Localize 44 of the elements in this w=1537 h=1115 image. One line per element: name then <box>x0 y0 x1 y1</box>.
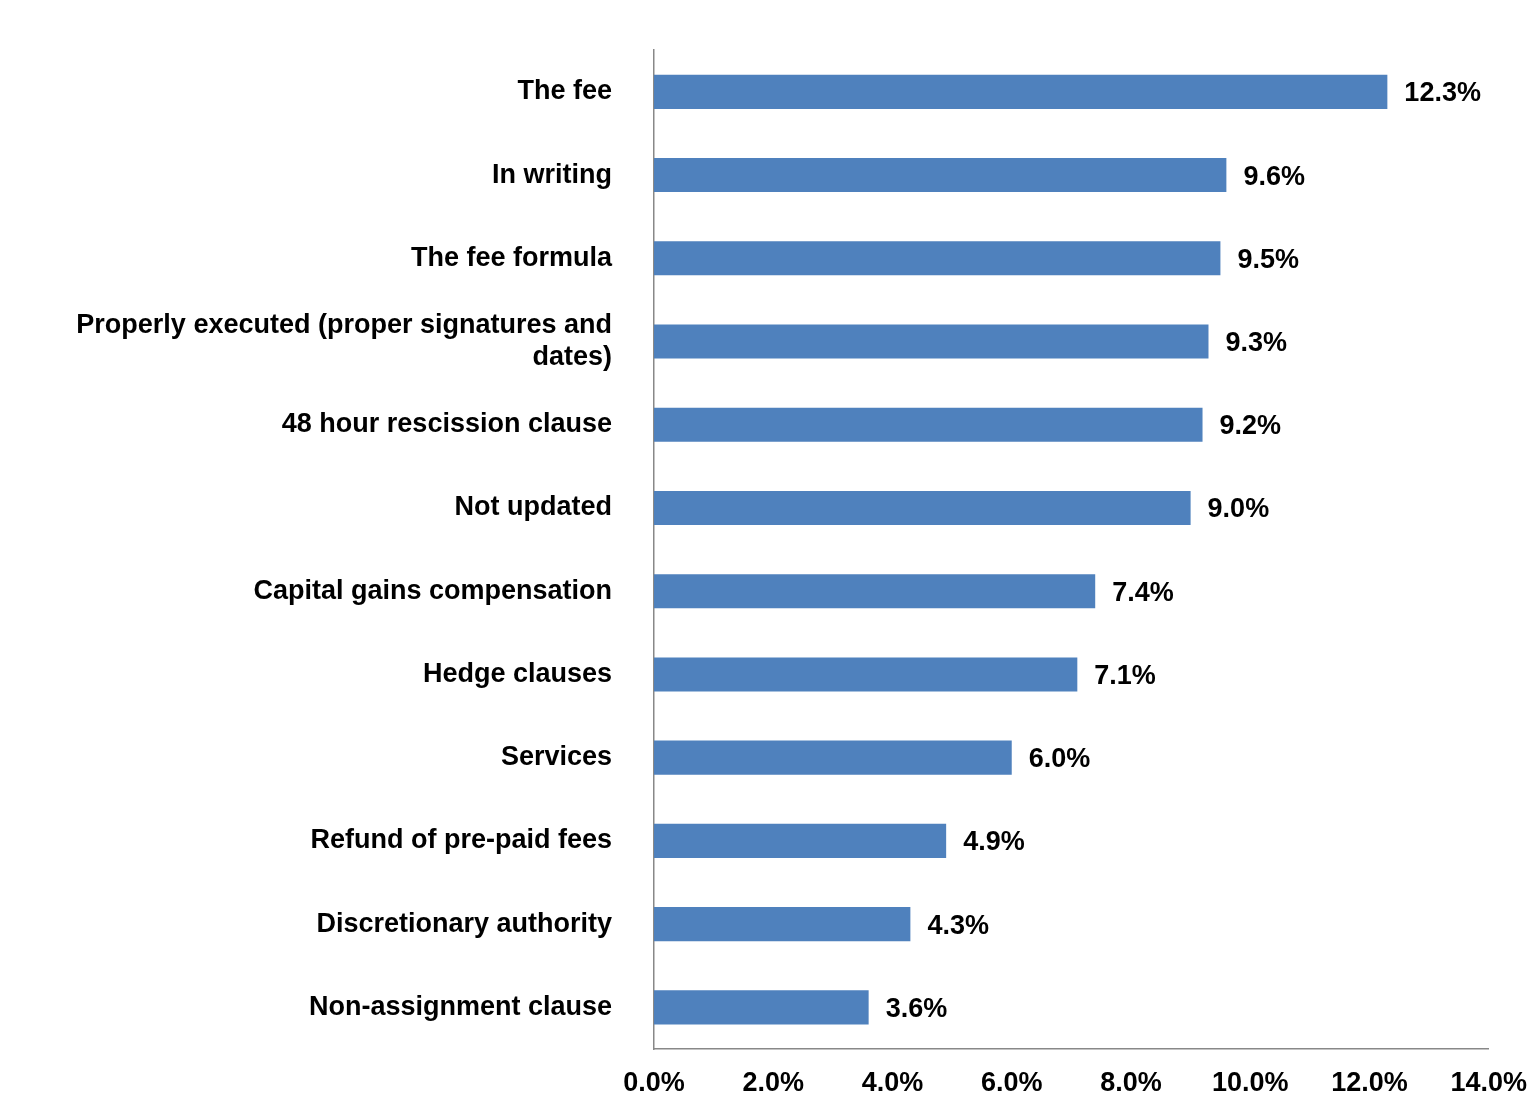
bar <box>654 157 1227 193</box>
data-label: 4.9% <box>963 826 1025 857</box>
data-label: 7.1% <box>1094 659 1156 690</box>
data-label: 9.3% <box>1225 326 1288 357</box>
bar <box>654 407 1203 442</box>
data-label: 3.6% <box>885 992 948 1023</box>
x-tick-label: 12.0% <box>1331 1066 1408 1097</box>
y-tick-label: Discretionary authority <box>316 907 612 938</box>
bar <box>654 907 911 942</box>
x-tick-label: 10.0% <box>1211 1066 1289 1097</box>
y-tick-label: Properly executed (proper signatures and dates) <box>76 308 612 372</box>
y-tick-label: In writing <box>492 158 612 189</box>
data-label: 9.0% <box>1207 493 1270 524</box>
bar <box>654 657 1078 692</box>
data-label: 9.5% <box>1237 243 1299 274</box>
x-tick-label: 8.0% <box>1100 1066 1162 1097</box>
bar <box>654 574 1096 609</box>
data-label: 9.6% <box>1243 160 1305 191</box>
data-label: 6.0% <box>1028 743 1091 774</box>
bar <box>654 324 1209 359</box>
x-tick-label: 4.0% <box>861 1066 924 1097</box>
bar <box>654 74 1388 109</box>
x-tick-label: 2.0% <box>742 1066 805 1097</box>
bar <box>654 740 1012 775</box>
bar <box>654 990 869 1025</box>
bar <box>654 241 1221 276</box>
bar <box>654 490 1191 526</box>
data-label: 9.2% <box>1219 410 1282 441</box>
y-tick-label: Capital gains compensation <box>253 574 612 605</box>
x-tick-label: 0.0% <box>623 1066 685 1097</box>
y-tick-label: Not updated <box>454 491 612 522</box>
y-tick-label: 48 hour rescission clause <box>281 408 612 439</box>
y-tick-label: Non-assignment clause <box>308 990 612 1021</box>
x-tick-label: 14.0% <box>1450 1066 1527 1097</box>
y-tick-label: The fee formula <box>410 241 613 272</box>
y-tick-label: Hedge clauses <box>422 657 612 688</box>
y-tick-label: The fee <box>517 75 612 106</box>
data-label: 12.3% <box>1404 77 1481 108</box>
data-label: 4.3% <box>927 909 989 940</box>
y-tick-label: Services <box>500 741 612 772</box>
x-tick-label: 6.0% <box>980 1066 1043 1097</box>
bar <box>654 823 947 858</box>
data-label: 7.4% <box>1112 576 1174 607</box>
y-tick-label: Refund of pre-paid fees <box>310 824 612 855</box>
